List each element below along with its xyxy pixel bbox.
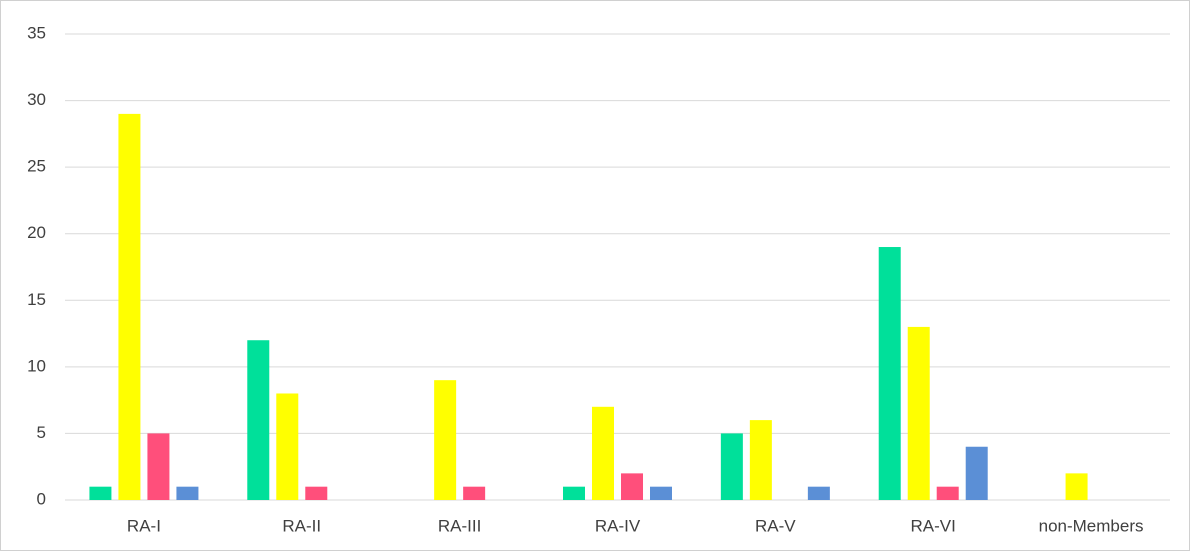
y-tick-label: 30 (27, 90, 46, 109)
y-tick-label: 10 (27, 356, 46, 375)
x-tick-label: non-Members (1039, 516, 1144, 535)
x-tick-label: RA-II (282, 516, 321, 535)
bar (176, 486, 199, 500)
bar (907, 326, 930, 500)
bar (592, 406, 614, 500)
y-tick-label: 35 (27, 23, 46, 42)
bar (965, 446, 988, 500)
bar (749, 420, 772, 500)
bar (118, 113, 141, 500)
y-tick-label: 5 (37, 423, 46, 442)
bar (247, 340, 270, 500)
bar (434, 380, 457, 500)
bar (621, 473, 643, 500)
bar (305, 486, 328, 500)
y-tick-label: 0 (37, 489, 46, 508)
bar (1065, 473, 1088, 500)
y-tick-label: 20 (27, 223, 46, 242)
x-tick-label: RA-V (755, 516, 796, 535)
bar (276, 393, 299, 500)
bar (463, 486, 486, 500)
x-tick-label: RA-I (127, 516, 161, 535)
bar (563, 486, 585, 500)
bar (878, 247, 901, 500)
x-tick-label: RA-IV (595, 516, 641, 535)
bar (650, 486, 672, 500)
bar (89, 486, 112, 500)
bar (720, 433, 743, 500)
y-tick-label: 15 (27, 290, 46, 309)
bar (936, 486, 959, 500)
x-tick-label: RA-III (438, 516, 481, 535)
y-tick-label: 25 (27, 157, 46, 176)
x-tick-label: RA-VI (911, 516, 956, 535)
bar (147, 433, 170, 500)
bar (807, 486, 830, 500)
